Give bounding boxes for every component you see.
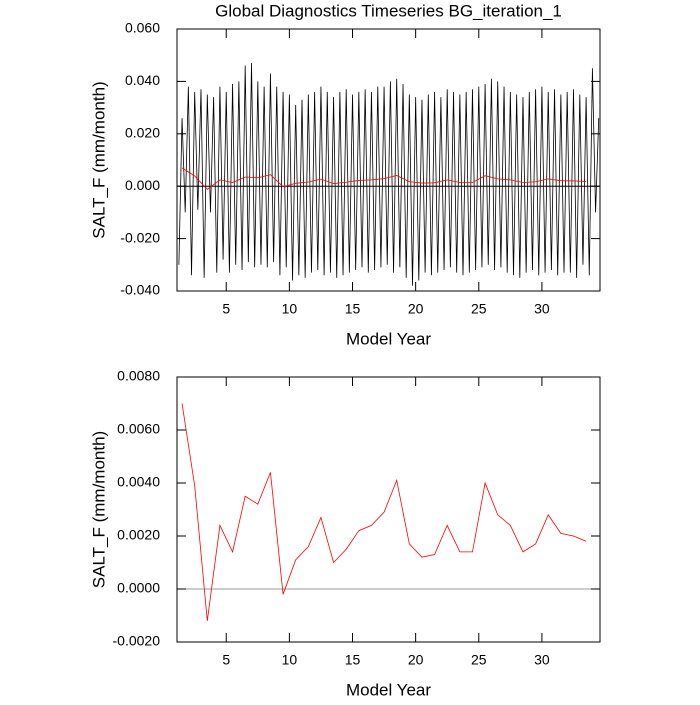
chart-title: Global Diagnostics Timeseries BG_iterati… — [215, 1, 562, 20]
x-tick-label: 25 — [471, 652, 487, 668]
x-tick-label: 30 — [534, 301, 550, 317]
plot-frame — [176, 376, 601, 643]
y-tick-label: 0.000 — [125, 177, 160, 193]
x-tick-label: 25 — [471, 301, 487, 317]
x-tick-label: 5 — [222, 652, 230, 668]
y-tick-label: 0.020 — [125, 125, 160, 141]
plot-frame — [176, 28, 601, 292]
y-tick-label: -0.020 — [120, 229, 160, 245]
x-axis-label: Model Year — [346, 329, 431, 348]
x-tick-label: 15 — [345, 301, 361, 317]
data-line — [181, 167, 587, 190]
y-tick-label: 0.0040 — [117, 474, 160, 490]
y-tick-label: -0.0020 — [113, 633, 161, 649]
x-tick-label: 30 — [534, 652, 550, 668]
x-tick-label: 20 — [408, 301, 424, 317]
data-line — [181, 403, 587, 621]
y-tick-label: 0.0000 — [117, 580, 160, 596]
x-tick-label: 5 — [222, 301, 230, 317]
x-axis-label: Model Year — [346, 680, 431, 699]
x-tick-label: 20 — [408, 652, 424, 668]
x-tick-label: 10 — [282, 301, 298, 317]
y-axis-label: SALT_F (mm/month) — [89, 81, 108, 238]
data-line — [178, 63, 600, 286]
y-tick-label: -0.040 — [120, 282, 160, 298]
x-tick-label: 10 — [282, 652, 298, 668]
x-tick-label: 15 — [345, 652, 361, 668]
y-tick-label: 0.0060 — [117, 421, 160, 437]
y-tick-label: 0.060 — [125, 20, 160, 36]
y-tick-label: 0.040 — [125, 72, 160, 88]
y-tick-label: 0.0080 — [117, 368, 160, 384]
y-axis-label: SALT_F (mm/month) — [89, 431, 108, 588]
y-tick-label: 0.0020 — [117, 527, 160, 543]
